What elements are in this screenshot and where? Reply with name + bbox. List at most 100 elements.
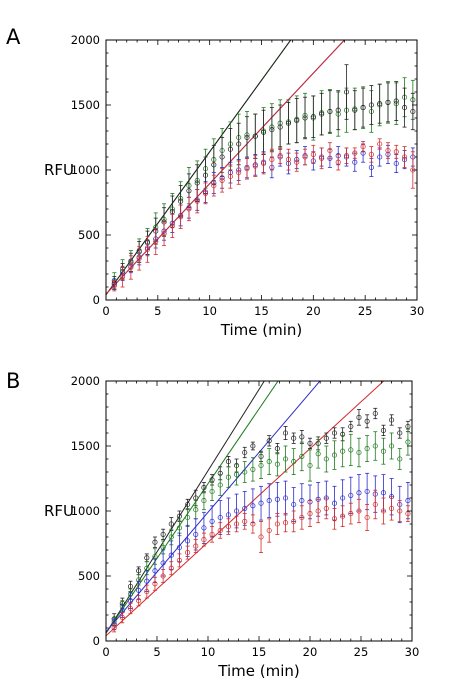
- marker: [299, 434, 305, 440]
- marker: [258, 500, 264, 506]
- data-point: [389, 432, 395, 460]
- marker: [348, 423, 354, 430]
- marker: [244, 134, 250, 141]
- marker: [242, 449, 248, 456]
- marker: [152, 539, 158, 545]
- marker: [144, 246, 151, 252]
- data-point: [193, 539, 199, 553]
- data-point: [274, 513, 280, 535]
- marker: [234, 508, 240, 514]
- marker: [211, 183, 217, 189]
- data-point: [225, 518, 231, 535]
- data-point: [186, 196, 192, 222]
- data-point: [340, 435, 346, 468]
- marker: [258, 534, 264, 540]
- data-point: [152, 576, 158, 591]
- marker: [185, 514, 191, 521]
- x-tick-label: 15: [252, 645, 267, 659]
- marker: [294, 118, 300, 124]
- marker: [219, 154, 225, 160]
- marker: [380, 448, 386, 454]
- marker: [285, 120, 292, 126]
- marker: [250, 521, 256, 527]
- marker: [302, 115, 308, 121]
- data-point: [343, 64, 350, 120]
- x-tick-label: 30: [410, 304, 425, 318]
- marker: [319, 111, 325, 117]
- data-point: [242, 513, 248, 530]
- marker: [136, 598, 142, 604]
- data-point: [402, 146, 408, 168]
- marker: [242, 518, 248, 524]
- data-point: [360, 87, 366, 128]
- marker: [169, 223, 175, 229]
- data-point: [285, 148, 292, 171]
- x-tick-label: 20: [303, 645, 318, 659]
- data-point: [185, 545, 191, 560]
- marker: [299, 453, 305, 459]
- data-point: [244, 157, 250, 180]
- marker: [397, 508, 403, 514]
- data-point: [310, 95, 316, 138]
- marker: [331, 500, 338, 506]
- marker: [368, 102, 374, 108]
- data-point: [323, 445, 329, 473]
- data-point: [209, 526, 215, 543]
- data-point: [315, 498, 321, 524]
- data-point: [202, 182, 209, 205]
- marker: [331, 430, 338, 436]
- marker: [389, 443, 395, 449]
- data-point: [274, 481, 280, 517]
- marker: [266, 438, 272, 444]
- marker: [258, 462, 264, 469]
- marker: [178, 214, 184, 220]
- marker: [266, 498, 272, 504]
- x-tick-label: 5: [153, 645, 160, 659]
- marker: [352, 159, 358, 165]
- x-tick-label: 25: [354, 645, 369, 659]
- fit-line-0: [106, 381, 265, 634]
- data-point: [258, 521, 264, 553]
- marker: [136, 568, 142, 574]
- data-point: [335, 153, 341, 171]
- marker: [315, 508, 321, 514]
- marker: [160, 531, 166, 537]
- data-point: [282, 426, 289, 440]
- marker: [335, 159, 341, 165]
- marker: [377, 154, 383, 160]
- panel-label: B: [6, 369, 20, 393]
- data-point: [364, 504, 370, 531]
- data-point: [356, 498, 362, 524]
- marker: [120, 274, 126, 280]
- fit-line-1: [106, 40, 292, 296]
- data-point: [368, 146, 374, 163]
- x-axis-title: Time (min): [220, 321, 302, 339]
- marker: [327, 108, 333, 115]
- data-point: [299, 429, 305, 444]
- data-point: [227, 164, 233, 189]
- marker: [274, 446, 280, 452]
- data-point: [185, 498, 191, 511]
- marker: [327, 147, 333, 154]
- marker: [389, 505, 395, 511]
- data-point: [111, 280, 117, 292]
- marker: [201, 537, 207, 543]
- marker: [227, 173, 233, 180]
- marker: [331, 452, 338, 458]
- y-tick-label: 2000: [71, 33, 100, 47]
- data-point: [397, 500, 403, 522]
- marker: [160, 573, 166, 579]
- data-point: [234, 463, 240, 486]
- marker: [277, 124, 283, 130]
- data-point: [282, 513, 289, 533]
- x-tick-label: 20: [306, 304, 321, 318]
- marker: [393, 149, 399, 155]
- marker: [389, 417, 395, 423]
- marker: [185, 501, 191, 508]
- marker: [186, 188, 192, 194]
- plot-frame: [105, 39, 418, 301]
- data-point: [389, 414, 395, 426]
- data-point: [393, 81, 399, 121]
- marker: [393, 98, 399, 104]
